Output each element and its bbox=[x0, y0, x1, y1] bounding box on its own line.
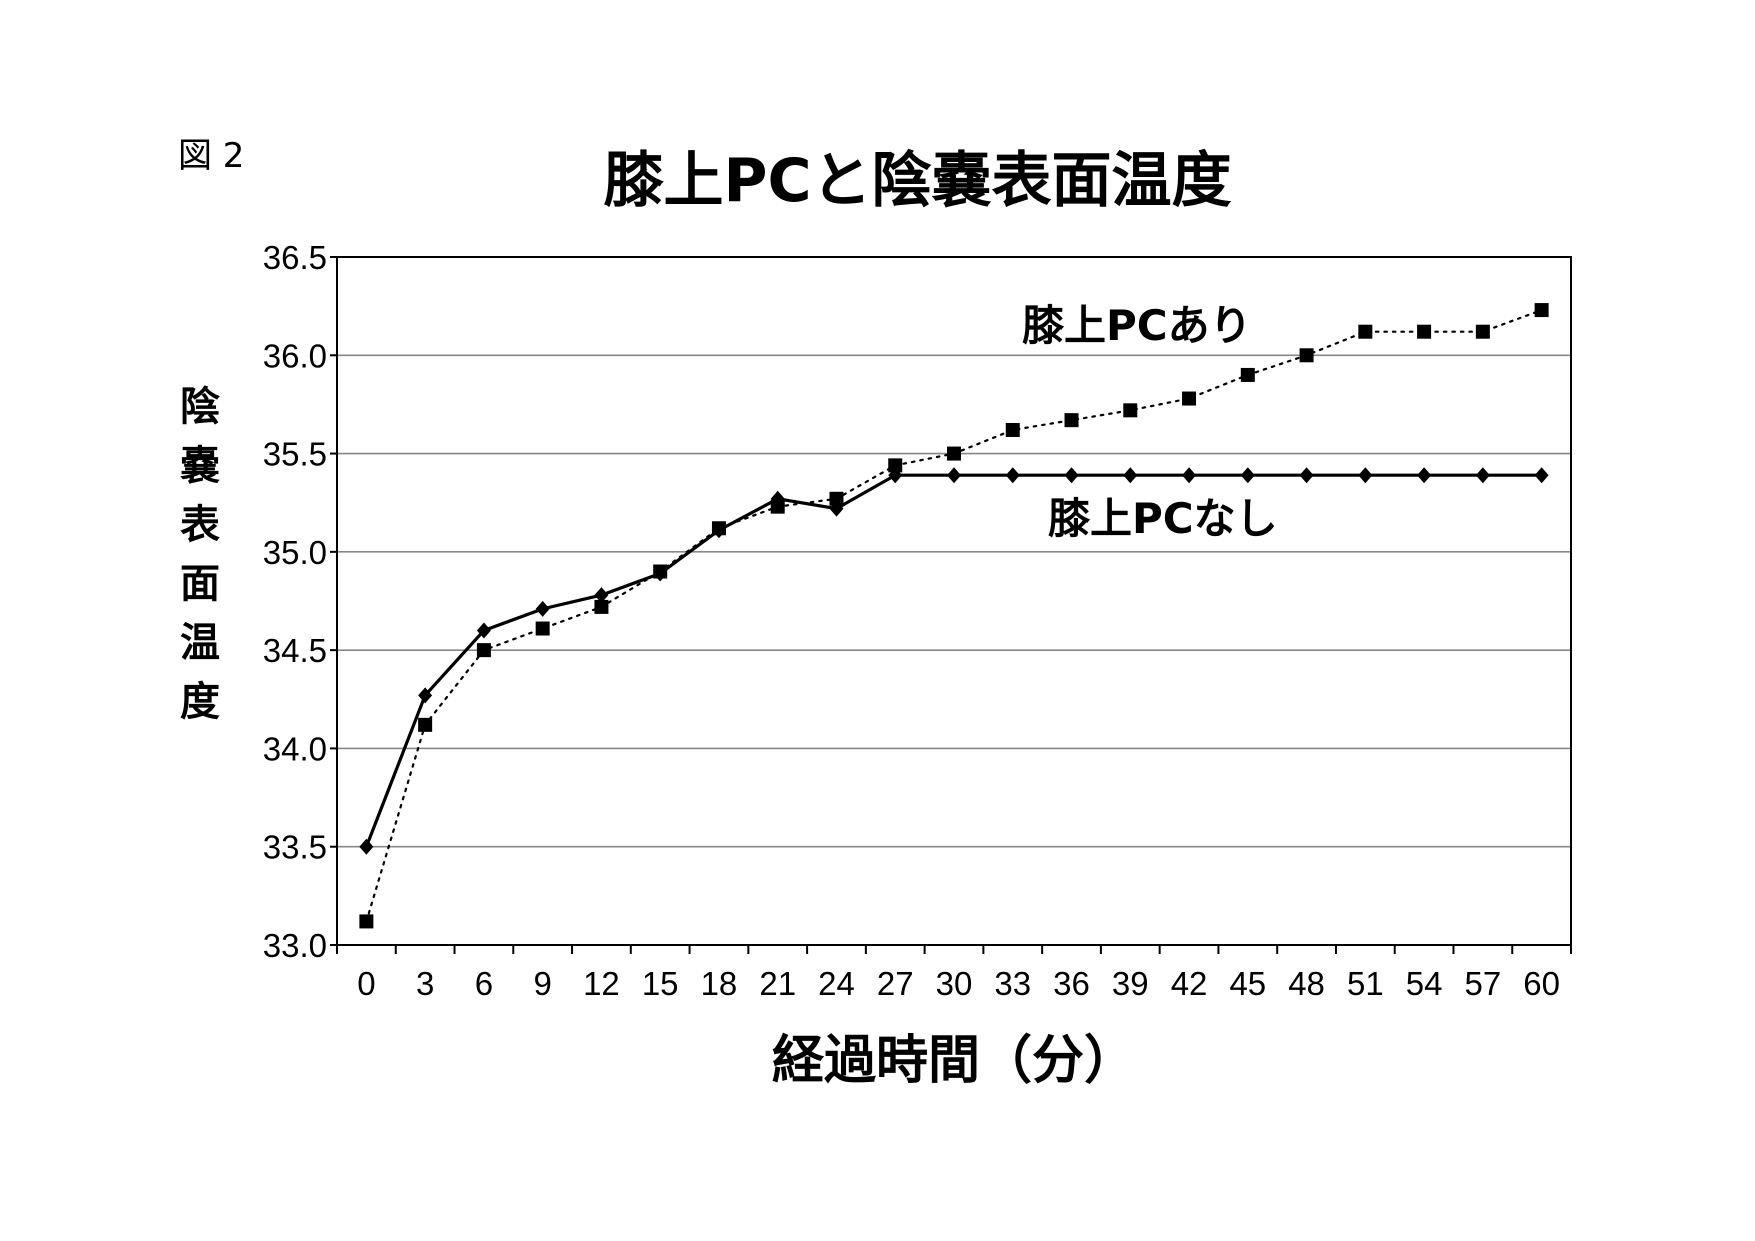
data-point-diamond bbox=[829, 500, 844, 517]
y-axis-label-char: 嚢 bbox=[180, 443, 220, 489]
series-line-2 bbox=[364, 473, 1544, 849]
y-axis-label: 陰嚢表面温度 bbox=[172, 378, 228, 732]
data-point-diamond bbox=[888, 467, 903, 484]
data-point-diamond bbox=[1358, 467, 1373, 484]
data-point-diamond bbox=[1417, 467, 1432, 484]
data-point-diamond bbox=[1123, 467, 1138, 484]
data-point-square bbox=[1240, 367, 1255, 382]
data-point-diamond bbox=[1064, 467, 1079, 484]
x-tick-label: 15 bbox=[642, 965, 679, 1002]
x-tick-label: 6 bbox=[475, 965, 493, 1002]
y-axis-label-char: 陰 bbox=[180, 384, 220, 430]
data-point-diamond bbox=[711, 522, 726, 539]
chart-title: 膝上PCと陰嚢表面温度 bbox=[603, 146, 1232, 216]
data-point-diamond bbox=[418, 687, 433, 704]
data-point-diamond bbox=[476, 622, 491, 639]
data-point-square bbox=[829, 491, 844, 506]
data-point-square bbox=[418, 717, 433, 732]
data-point-diamond bbox=[1475, 467, 1490, 484]
y-axis-label-char: 面 bbox=[180, 561, 220, 607]
x-tick-label: 27 bbox=[877, 965, 914, 1002]
x-tick-label: 57 bbox=[1464, 965, 1501, 1002]
data-point-square bbox=[594, 599, 609, 614]
x-tick-label: 0 bbox=[357, 965, 375, 1002]
x-tick-label: 21 bbox=[759, 965, 796, 1002]
data-point-square bbox=[1064, 413, 1079, 428]
plot-frame bbox=[336, 256, 1572, 946]
data-point-square bbox=[1417, 324, 1432, 339]
y-axis-label-char: 温 bbox=[180, 620, 220, 666]
y-tick-label: 34.0 bbox=[263, 730, 327, 767]
data-point-square bbox=[476, 643, 491, 658]
x-tick-label: 51 bbox=[1347, 965, 1384, 1002]
axes: 33.033.534.034.535.035.536.036.50 3 6 9 12 15… bbox=[263, 239, 1572, 1002]
x-tick-label: 36 bbox=[1053, 965, 1090, 1002]
data-point-square bbox=[888, 458, 903, 473]
data-point-diamond bbox=[594, 587, 609, 604]
y-tick-label: 36.5 bbox=[263, 239, 327, 276]
x-tick-label: 33 bbox=[994, 965, 1031, 1002]
x-tick-label: 9 bbox=[533, 965, 551, 1002]
x-tick-label: 18 bbox=[701, 965, 738, 1002]
data-point-diamond bbox=[770, 490, 785, 507]
series-group bbox=[359, 303, 1549, 929]
data-point-diamond bbox=[1005, 467, 1020, 484]
x-axis-label: 経過時間（分） bbox=[771, 1031, 1136, 1091]
data-point-square bbox=[1299, 348, 1314, 363]
gridlines bbox=[337, 354, 1571, 848]
x-tick-label: 54 bbox=[1406, 965, 1443, 1002]
data-point-square bbox=[1005, 422, 1020, 437]
data-point-diamond bbox=[653, 565, 668, 582]
data-point-square bbox=[1534, 303, 1549, 318]
data-point-diamond bbox=[535, 600, 550, 617]
x-tick-label: 42 bbox=[1171, 965, 1208, 1002]
y-axis-label-char: 表 bbox=[180, 502, 220, 548]
x-tick-label: 48 bbox=[1288, 965, 1325, 1002]
y-axis-label-char: 度 bbox=[180, 679, 220, 725]
series-label-with-pc: 膝上PCあり bbox=[1022, 301, 1252, 350]
figure-label: 図 2 bbox=[178, 136, 245, 176]
data-point-diamond bbox=[947, 467, 961, 484]
y-tick-label: 34.5 bbox=[263, 632, 327, 669]
data-point-square bbox=[1475, 324, 1490, 339]
series-label-without-pc: 膝上PCなし bbox=[1048, 494, 1278, 543]
y-tick-label: 36.0 bbox=[263, 337, 327, 374]
y-tick-label: 35.5 bbox=[263, 436, 327, 473]
x-tick-label: 24 bbox=[818, 965, 855, 1002]
data-point-square bbox=[359, 914, 374, 929]
x-tick-label: 12 bbox=[583, 965, 620, 1002]
data-point-diamond bbox=[1182, 467, 1197, 484]
data-point-square bbox=[1358, 324, 1373, 339]
x-tick-label: 45 bbox=[1229, 965, 1266, 1002]
data-point-diamond bbox=[359, 838, 374, 855]
x-tick-label: 60 bbox=[1523, 965, 1560, 1002]
x-tick-label: 39 bbox=[1112, 965, 1149, 1002]
data-point-square bbox=[1123, 403, 1138, 418]
data-point-diamond bbox=[1240, 467, 1255, 484]
y-tick-label: 33.0 bbox=[263, 927, 327, 964]
data-point-diamond bbox=[1299, 467, 1314, 484]
data-point-square bbox=[535, 621, 550, 636]
y-tick-label: 33.5 bbox=[263, 829, 327, 866]
data-point-diamond bbox=[1534, 467, 1549, 484]
x-tick-label: 3 bbox=[416, 965, 434, 1002]
x-tick-label: 30 bbox=[936, 965, 973, 1002]
data-point-square bbox=[947, 446, 961, 461]
data-point-square bbox=[1182, 391, 1197, 406]
y-tick-label: 35.0 bbox=[263, 534, 327, 571]
